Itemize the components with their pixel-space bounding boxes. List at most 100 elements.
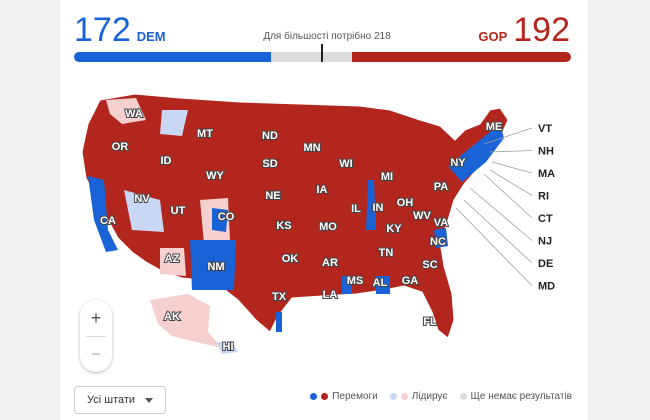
- state-label-in[interactable]: IN: [372, 201, 385, 215]
- zoom-control: + −: [80, 300, 112, 372]
- states-filter-dropdown[interactable]: Усі штати: [74, 386, 167, 414]
- state-label-ak[interactable]: AK: [163, 310, 181, 324]
- dem-leading-area: [160, 110, 188, 136]
- state-label-ct[interactable]: CT: [538, 213, 553, 225]
- state-label-la[interactable]: LA: [322, 288, 339, 302]
- map-legend: Перемоги Лідирує Ще немає результатів: [310, 391, 572, 402]
- state-label-de[interactable]: DE: [538, 258, 553, 270]
- state-label-nv[interactable]: NV: [133, 192, 151, 206]
- state-label-sd[interactable]: SD: [261, 157, 278, 171]
- alaska-shape[interactable]: [150, 294, 222, 348]
- no-result-swatch: [459, 393, 467, 400]
- state-label-al[interactable]: AL: [372, 276, 389, 290]
- state-label-ar[interactable]: AR: [321, 256, 339, 270]
- states-filter-label: Усі штати: [87, 394, 136, 406]
- state-label-ms[interactable]: MS: [346, 274, 365, 288]
- state-label-wa[interactable]: WA: [124, 107, 144, 121]
- state-label-pa[interactable]: PA: [433, 180, 450, 194]
- gop-leading-area: [160, 248, 186, 276]
- state-label-nc[interactable]: NC: [429, 235, 447, 249]
- zoom-divider: [86, 336, 106, 337]
- state-label-mi[interactable]: MI: [380, 170, 394, 184]
- state-label-nd[interactable]: ND: [261, 129, 279, 143]
- state-label-ny[interactable]: NY: [449, 156, 467, 170]
- state-label-az[interactable]: AZ: [164, 252, 181, 266]
- state-label-or[interactable]: OR: [111, 140, 130, 154]
- majority-marker: [321, 44, 323, 62]
- leader-line-md: [455, 207, 533, 286]
- gop-lead-swatch: [400, 393, 408, 400]
- gop-seat-count: 192: [513, 11, 570, 49]
- state-label-sc[interactable]: SC: [421, 258, 438, 272]
- state-label-mt[interactable]: MT: [196, 127, 214, 141]
- legend-wins: Перемоги: [310, 391, 378, 402]
- legend-no-results-label: Ще немає результатів: [470, 391, 572, 402]
- leader-line-nh: [489, 150, 533, 153]
- state-label-ia[interactable]: IA: [316, 183, 329, 197]
- state-label-ga[interactable]: GA: [401, 274, 420, 288]
- us-house-map[interactable]: WA OR CA ID NV MT WY UT CO AZ NM ND SD NE KS OK TX MN IA MO…: [60, 80, 588, 370]
- gop-win-swatch: [321, 393, 329, 400]
- dem-win-area: [448, 124, 504, 182]
- hawaii-shape[interactable]: [216, 342, 238, 354]
- state-label-tn[interactable]: TN: [378, 246, 395, 260]
- state-label-nm[interactable]: NM: [206, 260, 225, 274]
- legend-wins-label: Перемоги: [332, 391, 378, 402]
- state-label-wy[interactable]: WY: [205, 169, 225, 183]
- state-label-mn[interactable]: MN: [302, 141, 321, 155]
- legend-leading-label: Лідирує: [411, 391, 448, 402]
- state-label-me[interactable]: ME: [485, 120, 504, 134]
- dem-leading-area: [124, 190, 164, 232]
- state-label-id[interactable]: ID: [160, 154, 173, 168]
- state-label-oh[interactable]: OH: [396, 196, 415, 210]
- leader-line-ri: [489, 169, 533, 196]
- gop-leading-area: [106, 98, 146, 124]
- majority-needed-text: Для більшості потрібно 218: [263, 31, 391, 42]
- gop-party-label: GOP: [478, 29, 508, 44]
- gop-tally: GOP 192: [478, 10, 570, 50]
- state-label-ma[interactable]: MA: [538, 168, 555, 180]
- dem-party-label: DEM: [136, 29, 166, 44]
- dem-win-area: [342, 276, 352, 294]
- state-label-co[interactable]: CO: [217, 210, 236, 224]
- state-label-ri[interactable]: RI: [538, 191, 549, 203]
- state-label-il[interactable]: IL: [350, 202, 362, 216]
- state-label-tx[interactable]: TX: [271, 290, 288, 304]
- state-label-nh[interactable]: NH: [538, 146, 554, 158]
- state-label-fl[interactable]: FL: [422, 315, 438, 329]
- election-results-card: 172 DEM Для більшості потрібно 218 GOP 1…: [60, 0, 588, 420]
- zoom-out-button[interactable]: −: [90, 343, 102, 364]
- leader-line-vt: [483, 127, 533, 145]
- contiguous-us-shape[interactable]: [81, 93, 509, 339]
- dem-win-area: [434, 228, 448, 248]
- state-label-ut[interactable]: UT: [170, 204, 187, 218]
- dem-win-swatch: [310, 393, 318, 400]
- dem-win-area: [276, 312, 282, 332]
- gop-seat-bar: [351, 52, 571, 62]
- dem-seat-count: 172: [74, 11, 131, 49]
- zoom-in-button[interactable]: +: [90, 307, 102, 328]
- state-label-wv[interactable]: WV: [412, 209, 432, 223]
- state-label-ne[interactable]: NE: [264, 189, 281, 203]
- leader-line-nj: [469, 187, 533, 241]
- state-label-ky[interactable]: KY: [385, 222, 403, 236]
- dem-win-area: [376, 276, 390, 294]
- state-label-ca[interactable]: CA: [99, 214, 117, 228]
- chevron-down-icon: [145, 397, 154, 403]
- dem-win-area: [190, 240, 236, 290]
- state-label-hi[interactable]: HI: [222, 340, 235, 354]
- state-label-ks[interactable]: KS: [275, 219, 292, 233]
- dem-lead-swatch: [389, 393, 397, 400]
- dem-tally: 172 DEM: [74, 10, 166, 50]
- state-label-wi[interactable]: WI: [338, 157, 353, 171]
- state-label-va[interactable]: VA: [433, 216, 450, 230]
- dem-win-area: [366, 180, 376, 230]
- leader-line-de: [463, 199, 533, 264]
- state-label-ok[interactable]: OK: [281, 252, 300, 266]
- state-label-nj[interactable]: NJ: [538, 236, 552, 248]
- dem-seat-bar: [74, 52, 271, 62]
- legend-leading: Лідирує: [389, 391, 448, 402]
- state-label-md[interactable]: MD: [538, 281, 555, 293]
- state-label-vt[interactable]: VT: [538, 123, 552, 135]
- state-label-mo[interactable]: MO: [318, 220, 338, 234]
